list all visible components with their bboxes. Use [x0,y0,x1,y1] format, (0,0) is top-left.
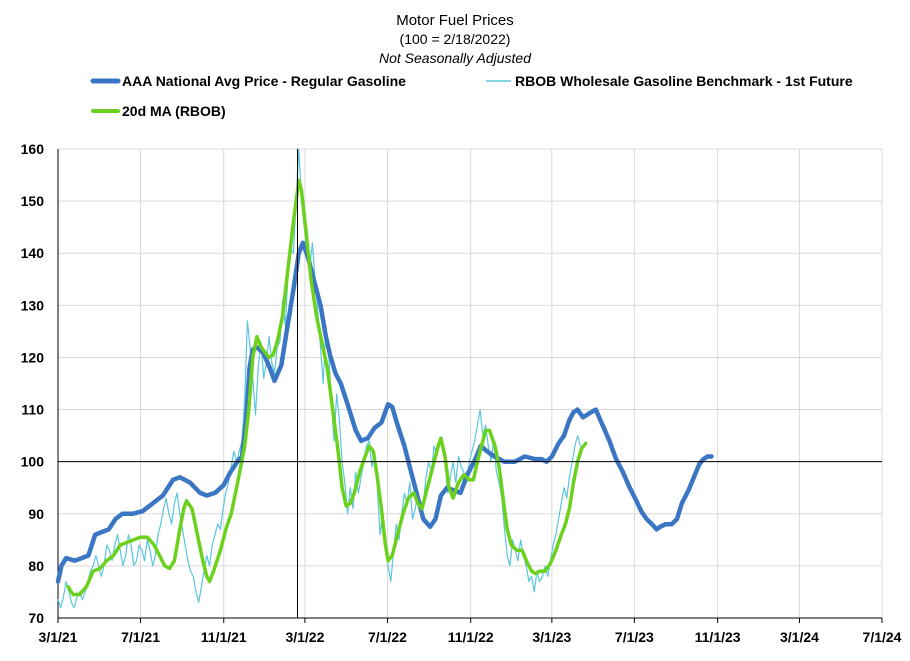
y-tick-label: 80 [28,558,44,574]
y-tick-label: 100 [21,454,45,470]
axes [57,149,883,623]
x-tick-labels: 3/1/21 7/1/21 11/1/21 3/1/22 7/1/22 11/1/22 3/… [39,629,902,645]
x-tick-label: 3/1/23 [532,629,571,645]
legend-label-rbob: RBOB Wholesale Gasoline Benchmark - 1st … [515,73,853,89]
chart-note: Not Seasonally Adjusted [379,50,532,66]
series-line-aaa [55,240,714,584]
reference-lines [58,149,882,618]
y-tick-label: 130 [21,297,45,313]
x-tick-label: 7/1/21 [121,629,160,645]
y-tick-label: 90 [28,506,44,522]
y-tick-label: 110 [21,402,44,418]
chart-subtitle: (100 = 2/18/2022) [400,31,511,47]
x-tick-label: 3/1/24 [780,629,819,645]
x-tick-label: 7/1/23 [615,629,654,645]
legend: AAA National Avg Price - Regular Gasolin… [90,73,853,119]
chart-title: Motor Fuel Prices [396,12,514,29]
x-tick-label: 11/1/22 [448,629,494,645]
x-tick-label: 3/1/22 [285,629,324,645]
legend-label-aaa: AAA National Avg Price - Regular Gasolin… [122,73,406,89]
y-tick-label: 150 [21,193,45,209]
x-tick-label: 11/1/23 [695,629,741,645]
legend-label-ma: 20d MA (RBOB) [122,103,226,119]
y-tick-labels: 70 80 90 100 110 120 130 140 150 160 [21,141,45,626]
y-tick-label: 140 [21,245,45,261]
series-group [55,148,714,609]
x-tick-label: 11/1/21 [201,629,247,645]
y-tick-label: 120 [21,349,45,365]
y-tick-label: 160 [21,141,45,157]
x-tick-label: 3/1/21 [39,629,78,645]
x-tick-label: 7/1/22 [368,629,407,645]
y-tick-label: 70 [28,610,44,626]
x-tick-label: 7/1/24 [863,629,902,645]
series-line-ma [66,178,588,597]
grid [57,148,883,619]
